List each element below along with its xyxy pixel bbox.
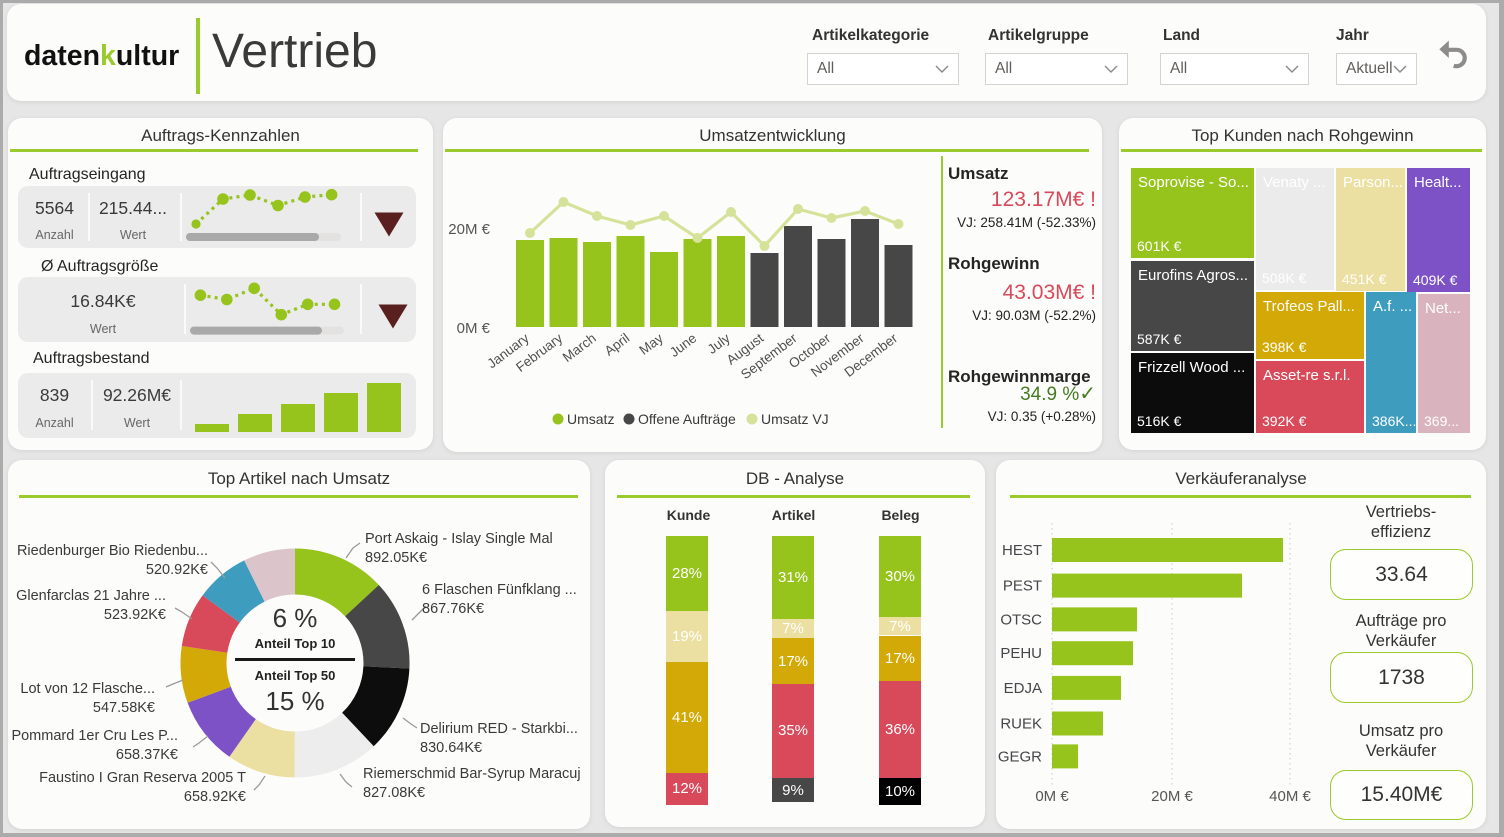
svg-text:GEGR: GEGR (998, 748, 1042, 765)
svg-text:PEST: PEST (1003, 578, 1042, 595)
svg-text:0M €: 0M € (457, 320, 491, 337)
svg-text:Umsatz VJ: Umsatz VJ (761, 411, 829, 427)
svg-text:Offene Aufträge: Offene Aufträge (638, 411, 736, 427)
svg-text:RUEK: RUEK (1000, 716, 1042, 733)
svg-text:20M €: 20M € (448, 221, 490, 238)
svg-text:OTSC: OTSC (1000, 611, 1042, 628)
svg-text:April: April (602, 330, 633, 358)
svg-text:PEHU: PEHU (1000, 645, 1042, 662)
svg-text:March: March (560, 330, 599, 365)
svg-text:HEST: HEST (1002, 542, 1042, 559)
svg-text:0M €: 0M € (1035, 788, 1069, 805)
svg-text:June: June (667, 330, 699, 360)
svg-text:EDJA: EDJA (1004, 680, 1042, 697)
svg-text:Umsatz: Umsatz (567, 411, 614, 427)
svg-text:May: May (636, 330, 666, 357)
svg-text:20M €: 20M € (1151, 788, 1193, 805)
svg-text:40M €: 40M € (1269, 788, 1311, 805)
